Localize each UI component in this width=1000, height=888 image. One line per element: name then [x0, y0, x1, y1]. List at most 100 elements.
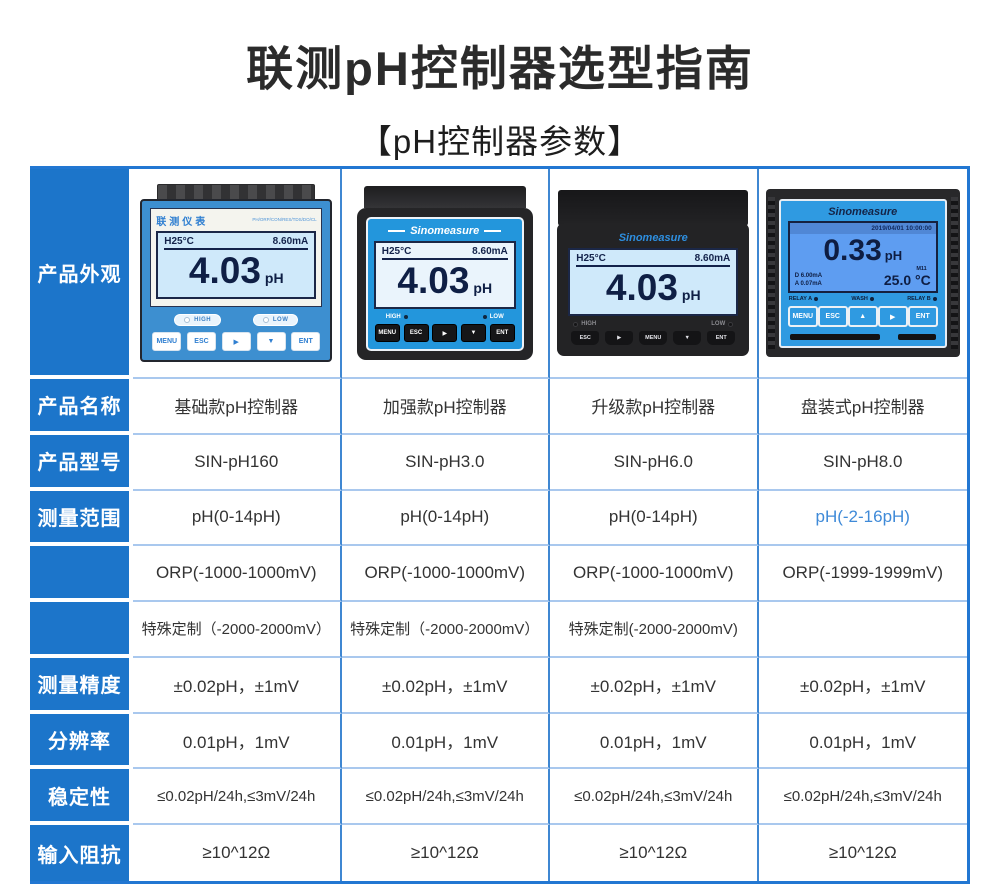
table-cell: ORP(-1000-1000mV)	[133, 546, 342, 603]
table-cell: 0.01pH，1mV	[341, 713, 550, 770]
ph-unit: pH	[264, 269, 284, 286]
heatsink-fins	[157, 183, 316, 199]
table-cell: ±0.02pH，±1mV	[341, 657, 550, 714]
row-header-stability: 稳定性	[30, 769, 133, 826]
ph-value: 0.33	[823, 233, 882, 267]
low-indicator: LOW	[482, 314, 504, 320]
analog-output-readout: A 0.07mA	[794, 281, 822, 287]
row-header-resolution: 分辨率	[30, 713, 133, 770]
brand-label: Sinomeasure	[618, 231, 688, 244]
row-header-custom	[30, 602, 133, 658]
temp-readout: H25°C	[576, 252, 606, 264]
high-indicator: HIGH	[386, 314, 408, 320]
page-title: 联测pH控制器选型指南	[246, 42, 754, 95]
table-cell: ≥10^12Ω	[342, 825, 550, 881]
page-subtitle: 【pH控制器参数】	[358, 123, 642, 160]
device-button: ESC	[187, 332, 216, 352]
device-button: MENU	[374, 324, 400, 343]
table-cell: ±0.02pH，±1mV	[133, 657, 342, 714]
ph-value: 4.03	[605, 266, 678, 308]
table-cell: ≥10^12Ω	[133, 825, 342, 881]
temp-readout: H25°C	[381, 245, 412, 257]
datetime-readout: 2019/04/01 10:00:00	[789, 222, 936, 234]
table-cell: SIN-pH3.0	[341, 434, 550, 491]
device-top-cap	[558, 189, 749, 226]
device-button: MENU	[787, 306, 818, 328]
brand-label: Sinomeasure	[374, 225, 516, 237]
device-button: ▲	[847, 306, 878, 328]
device-button: ESC	[817, 306, 848, 328]
table-cell: 0.01pH，1mV	[758, 714, 967, 770]
indicator-led	[262, 317, 269, 324]
product-photo-cell: Sinomeasure H25°C 8.60mA 4.03 pH HIGH	[341, 169, 550, 379]
table-cell: 0.01pH，1mV	[550, 713, 759, 770]
mode-readout: M11	[916, 265, 927, 272]
device-panel-mount-ph-controller: Sinomeasure 2019/04/01 10:00:00 0.33 pH …	[765, 188, 960, 358]
device-button: ▼	[673, 331, 702, 346]
table-cell: ORP(-1000-1000mV)	[550, 546, 759, 603]
table-cell: 特殊定制（-2000-2000mV）	[133, 602, 342, 658]
indicator-led	[482, 315, 487, 320]
device-top-cap	[363, 185, 526, 208]
temp-readout: H25°C	[164, 235, 194, 247]
device-button: ENT	[707, 331, 736, 346]
indicator-led	[184, 317, 191, 324]
terminal-slots	[788, 334, 938, 341]
ph-value: 4.03	[188, 249, 261, 291]
indicator-led	[573, 321, 579, 327]
device-button: ▼	[256, 332, 286, 352]
table-cell: SIN-pH6.0	[550, 434, 759, 491]
device-button: ENT	[291, 332, 321, 352]
lcd-display: H25°C 8.60mA 4.03 pH	[568, 247, 739, 317]
table-cell: 特殊定制（-2000-2000mV）	[341, 602, 550, 658]
table-cell: ORP(-1999-1999mV)	[758, 546, 967, 603]
device-button: ▼	[461, 324, 486, 343]
table-cell: ±0.02pH，±1mV	[550, 657, 759, 714]
current-readout: 8.60mA	[272, 235, 309, 247]
brand-label: 联测仪表	[156, 216, 209, 228]
device-button: ENT	[489, 324, 515, 343]
indicator-led	[932, 297, 937, 302]
table-cell: 0.01pH，1mV	[133, 713, 342, 770]
lcd-display: H25°C 8.60mA 4.03 pH	[156, 230, 317, 300]
high-indicator: HIGH	[573, 321, 596, 327]
row-header-name: 产品名称	[30, 379, 133, 435]
indicator-led	[814, 297, 819, 302]
ph-value: 4.03	[397, 259, 470, 301]
row-header-range: 测量范围	[30, 490, 133, 547]
row-header-impedance: 输入阻抗	[30, 825, 133, 881]
device-enhanced-ph-controller: Sinomeasure H25°C 8.60mA 4.03 pH HIGH	[356, 185, 533, 361]
table-cell: pH(0-14pH)	[550, 490, 759, 547]
table-cell: 升级款pH控制器	[550, 379, 759, 435]
product-photo-cell: Sinomeasure H25°C 8.60mA 4.03 pH HIGH LO…	[550, 169, 759, 379]
lcd-display: 2019/04/01 10:00:00 0.33 pH M11 D 6.00mA…	[787, 220, 938, 294]
table-cell	[758, 602, 967, 658]
product-photo-cell: 联测仪表 PH/ORP/CON/RES/TDS/DO/CL H25°C 8.60…	[133, 169, 342, 379]
table-cell: pH(0-14pH)	[341, 490, 550, 547]
relay-a-indicator: RELAY A	[789, 296, 819, 302]
ph-unit: pH	[473, 279, 493, 296]
relay-b-indicator: RELAY B	[907, 296, 937, 302]
table-cell: ≥10^12Ω	[828, 843, 897, 863]
device-upgraded-ph-controller: Sinomeasure H25°C 8.60mA 4.03 pH HIGH LO…	[557, 189, 750, 357]
temp-readout: 25.0 °C	[883, 272, 931, 289]
device-button: ENT	[907, 306, 938, 328]
device-button: ESC	[571, 331, 600, 346]
table-cell: ≥10^12Ω	[550, 825, 759, 881]
device-button: ▶	[221, 332, 251, 352]
high-indicator: HIGH	[174, 314, 222, 327]
product-photo-cell: Sinomeasure 2019/04/01 10:00:00 0.33 pH …	[758, 169, 967, 379]
row-header-accuracy: 测量精度	[30, 657, 133, 714]
digital-output-readout: D 6.00mA	[794, 272, 823, 279]
indicator-led	[403, 315, 408, 320]
table-cell: ≤0.02pH/24h,≤3mV/24h	[550, 769, 759, 826]
table-cell: SIN-pH8.0	[758, 435, 967, 491]
wash-indicator: WASH	[851, 296, 874, 302]
ph-unit: pH	[681, 286, 701, 303]
device-button: ▶	[605, 331, 634, 346]
device-basic-ph-controller: 联测仪表 PH/ORP/CON/RES/TDS/DO/CL H25°C 8.60…	[140, 183, 333, 363]
table-cell: ≤0.02pH/24h,≤3mV/24h	[758, 769, 967, 826]
product-spec-table: 产品外观 联测仪表 PH/ORP/CON/RES/TDS/DO/CL H25°C…	[30, 166, 970, 884]
indicator-led	[728, 321, 734, 327]
device-button: MENU	[152, 332, 182, 352]
